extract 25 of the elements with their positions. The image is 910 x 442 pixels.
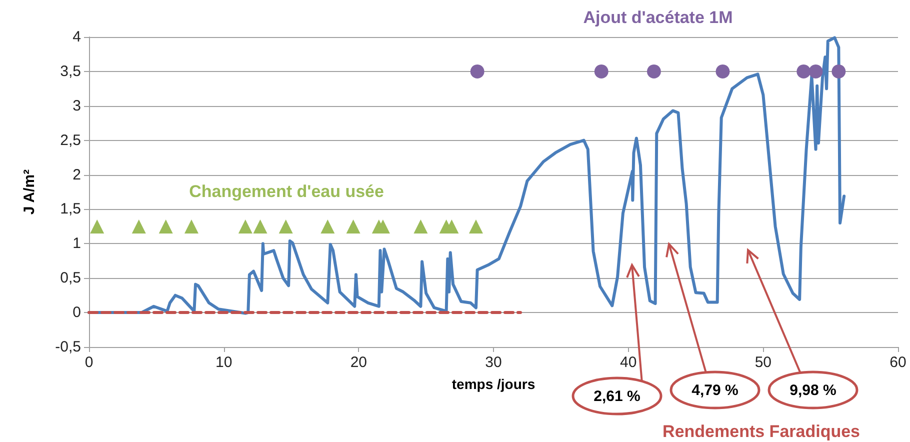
y-tick-label: 4 [72, 28, 81, 46]
series-label: Changement d'eau usée [189, 182, 384, 201]
text: 2,61 % [594, 388, 640, 405]
x-tick-label: 20 [350, 354, 368, 371]
x-tick-label: 10 [215, 354, 232, 371]
y-tick-label: 3 [72, 97, 81, 114]
y-tick-label: -0,5 [55, 338, 81, 356]
y-tick-label: 2,5 [60, 132, 81, 149]
x-tick-label: 50 [754, 354, 772, 371]
x-tick-label: 0 [84, 354, 94, 371]
x-tick-label: 60 [890, 354, 906, 371]
y-tick-label: 2 [72, 166, 81, 184]
y-tick-label: 1,5 [60, 200, 81, 218]
text: Ajout d'acétate 1M [583, 8, 733, 27]
text: Rendements Faradiques [662, 422, 860, 441]
x-tick-label: 40 [620, 354, 637, 371]
y-tick-label: 1 [72, 235, 81, 252]
x-tick-label: 30 [485, 354, 502, 371]
y-tick-label: 0,5 [60, 270, 81, 287]
y-axis-title: J A/m² [21, 169, 38, 215]
text: 9,98 % [790, 382, 836, 399]
y-tick-label: 3,5 [60, 62, 81, 80]
y-tick-label: 0 [72, 304, 81, 322]
text: 4,79 % [692, 382, 738, 399]
x-axis-title: temps /jours [452, 376, 536, 392]
